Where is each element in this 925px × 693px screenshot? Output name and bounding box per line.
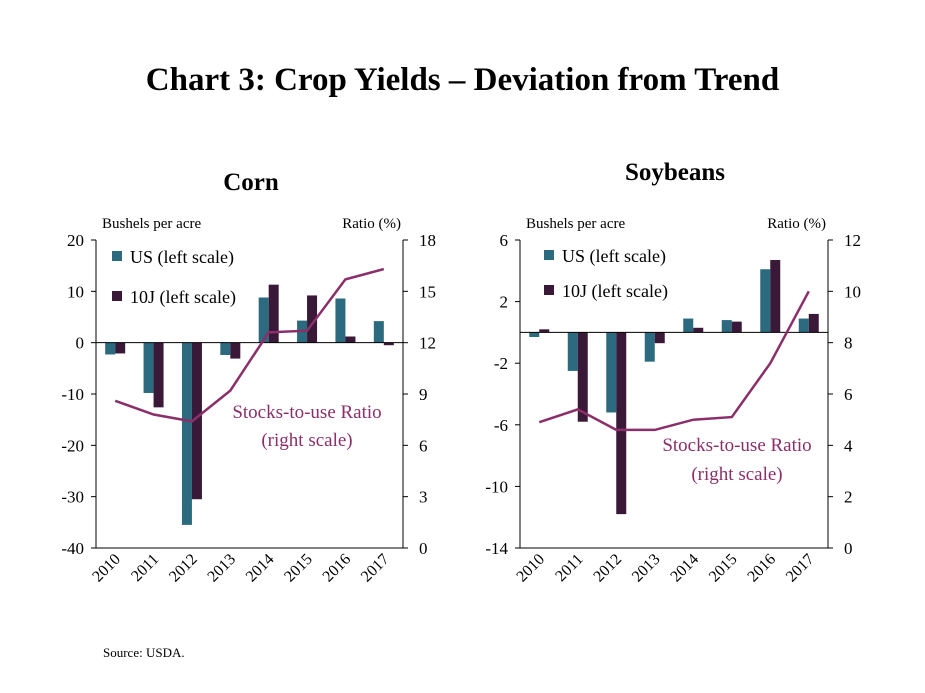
bar-10j-2012: [191, 342, 202, 500]
left-tick-label: -10: [485, 477, 508, 496]
ratio-line-label: Stocks-to-use Ratio: [232, 402, 381, 423]
legend-label-us: US (left scale): [130, 247, 234, 268]
left-tick-label: 2: [500, 293, 509, 312]
bar-us-2016: [760, 269, 771, 333]
category-label: 2012: [166, 551, 201, 586]
bar-10j-2011: [153, 342, 164, 408]
page-title: Chart 3: Crop Yields – Deviation from Tr…: [145, 62, 780, 98]
bar-10j-2012: [616, 332, 627, 515]
source-note: Source: USDA.: [103, 645, 185, 660]
bar-10j-2016: [345, 336, 356, 343]
ratio-line-label: (right scale): [261, 430, 352, 451]
category-label: 2017: [783, 551, 818, 586]
right-tick-label: 12: [419, 334, 436, 353]
bar-10j-2010: [539, 329, 550, 333]
legend-swatch-us: [112, 251, 122, 261]
bar-10j-2017: [383, 342, 394, 346]
left-tick-label: -6: [494, 416, 508, 435]
bar-us-2013: [220, 342, 231, 355]
bar-us-2014: [683, 318, 694, 333]
bar-10j-2015: [731, 321, 742, 333]
right-tick-label: 0: [419, 539, 428, 558]
category-label: 2015: [281, 551, 316, 586]
left-tick-label: -20: [61, 436, 84, 455]
right-tick-label: 12: [844, 231, 861, 250]
category-label: 2014: [667, 551, 702, 586]
category-label: 2010: [513, 551, 548, 586]
left-axis-label: Bushels per acre: [526, 216, 625, 232]
bar-us-2011: [567, 332, 578, 371]
right-tick-label: 10: [844, 282, 861, 301]
right-tick-label: 2: [844, 488, 853, 507]
category-label: 2016: [320, 551, 355, 586]
soybeans-chart: Soybeans Bushels per acre Ratio (%) 6 2 -2 -6 -…: [485, 159, 861, 585]
right-tick-label: 8: [844, 334, 853, 353]
legend-swatch-10j: [544, 285, 554, 295]
right-tick-label: 6: [419, 436, 428, 455]
category-label: 2016: [744, 551, 779, 586]
category-label: 2017: [358, 551, 393, 586]
legend-label-10j: 10J (left scale): [562, 281, 668, 302]
bar-10j-2013: [654, 332, 665, 344]
left-tick-label: -40: [61, 539, 84, 558]
right-axis-label: Ratio (%): [767, 216, 826, 232]
category-label: 2014: [243, 551, 278, 586]
category-label: 2011: [552, 551, 586, 585]
category-label: 2013: [629, 551, 664, 586]
chart-title: Corn: [223, 169, 279, 196]
left-tick-label: -30: [61, 488, 84, 507]
category-label: 2013: [204, 551, 239, 586]
left-tick-label: 10: [67, 282, 84, 301]
bar-10j-2011: [577, 332, 588, 422]
bar-us-2016: [335, 298, 346, 343]
ratio-line-label: Stocks-to-use Ratio: [662, 435, 811, 456]
bar-us-2017: [373, 321, 384, 343]
right-axis-label: Ratio (%): [342, 216, 401, 232]
bar-10j-2014: [268, 284, 279, 343]
right-tick-label: 3: [419, 488, 428, 507]
bar-us-2013: [644, 332, 655, 362]
legend-label-us: US (left scale): [562, 246, 666, 267]
bar-10j-2013: [230, 342, 241, 359]
bar-10j-2016: [770, 260, 781, 333]
bar-us-2012: [181, 342, 192, 525]
right-tick-label: 6: [844, 385, 853, 404]
category-label: 2011: [128, 551, 162, 585]
right-tick-label: 15: [419, 282, 436, 301]
bar-us-2015: [721, 320, 732, 333]
bar-us-2012: [606, 332, 617, 413]
category-label: 2010: [89, 551, 124, 586]
right-tick-label: 4: [844, 436, 853, 455]
bar-us-2010: [529, 332, 540, 338]
left-tick-label: 6: [500, 231, 509, 250]
right-tick-label: 0: [844, 539, 853, 558]
legend-swatch-10j: [112, 291, 122, 301]
right-tick-label: 18: [419, 231, 436, 250]
bar-us-2017: [798, 318, 809, 333]
bar-10j-2017: [808, 313, 819, 333]
left-tick-label: -14: [485, 539, 508, 558]
category-label: 2012: [590, 551, 625, 586]
bar-us-2010: [105, 342, 116, 355]
left-tick-label: 0: [76, 334, 85, 353]
ratio-line-label: (right scale): [691, 464, 782, 485]
bar-us-2011: [143, 342, 154, 393]
category-label: 2015: [706, 551, 741, 586]
bar-10j-2015: [307, 295, 318, 343]
legend-swatch-us: [544, 250, 554, 260]
left-tick-label: -10: [61, 385, 84, 404]
ratio-line: [114, 267, 385, 423]
right-tick-label: 9: [419, 385, 428, 404]
bar-10j-2010: [115, 342, 126, 354]
left-axis-label: Bushels per acre: [102, 216, 201, 232]
ratio-line: [538, 290, 810, 432]
left-tick-label: -2: [494, 354, 508, 373]
bar-us-2014: [258, 297, 269, 343]
legend-label-10j: 10J (left scale): [130, 287, 236, 308]
chart-title: Soybeans: [625, 159, 725, 186]
bar-10j-2014: [693, 327, 704, 333]
left-tick-label: 20: [67, 231, 84, 250]
